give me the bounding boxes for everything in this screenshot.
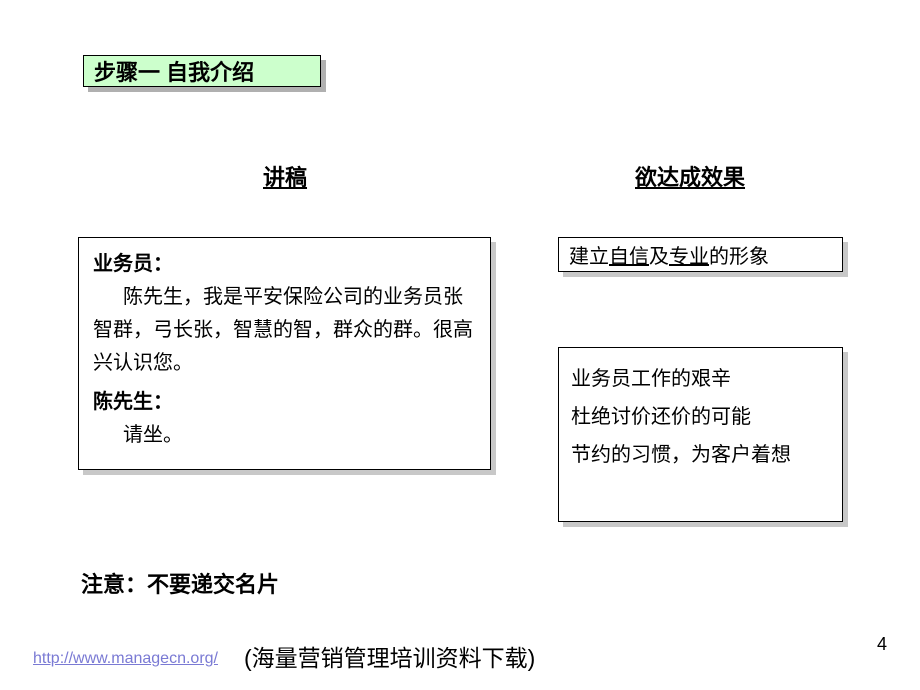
effect1-mid: 及 — [649, 240, 669, 269]
header-left: 讲稿 — [263, 160, 307, 192]
effect-2-content: 业务员工作的艰辛 杜绝讨价还价的可能 节约的习惯，为客户着想 — [558, 347, 843, 522]
line-2: 请坐。 — [93, 419, 476, 452]
step-badge: 步骤一 自我介绍 — [83, 55, 326, 92]
effect1-prefix: 建立 — [569, 240, 609, 269]
speaker-2: 陈先生： — [93, 386, 476, 419]
effect2-l3: 节约的习惯，为客户着想 — [571, 436, 830, 474]
effect-box-1: 建立自信及专业的形象 — [558, 237, 848, 277]
note-text: 注意：不要递交名片 — [81, 567, 279, 599]
header-right: 欲达成效果 — [635, 160, 745, 192]
effect-box-2: 业务员工作的艰辛 杜绝讨价还价的可能 节约的习惯，为客户着想 — [558, 347, 848, 527]
badge-label: 步骤一 自我介绍 — [83, 55, 321, 87]
script-box-content: 业务员： 陈先生，我是平安保险公司的业务员张智群，弓长张，智慧的智，群众的群。很… — [78, 237, 491, 470]
footer-link[interactable]: http://www.managecn.org/ — [33, 650, 218, 668]
effect1-suffix: 的形象 — [709, 240, 769, 269]
effect2-l1: 业务员工作的艰辛 — [571, 360, 830, 398]
script-box: 业务员： 陈先生，我是平安保险公司的业务员张智群，弓长张，智慧的智，群众的群。很… — [78, 237, 496, 475]
line-1: 陈先生，我是平安保险公司的业务员张智群，弓长张，智慧的智，群众的群。很高兴认识您… — [93, 281, 476, 380]
effect1-u1: 自信 — [609, 240, 649, 269]
speaker-1: 业务员： — [93, 248, 476, 281]
effect-1-content: 建立自信及专业的形象 — [558, 237, 843, 272]
effect1-u2: 专业 — [669, 240, 709, 269]
effect2-l2: 杜绝讨价还价的可能 — [571, 398, 830, 436]
page-number: 4 — [877, 634, 887, 655]
footer-caption: (海量营销管理培训资料下载) — [244, 639, 535, 673]
